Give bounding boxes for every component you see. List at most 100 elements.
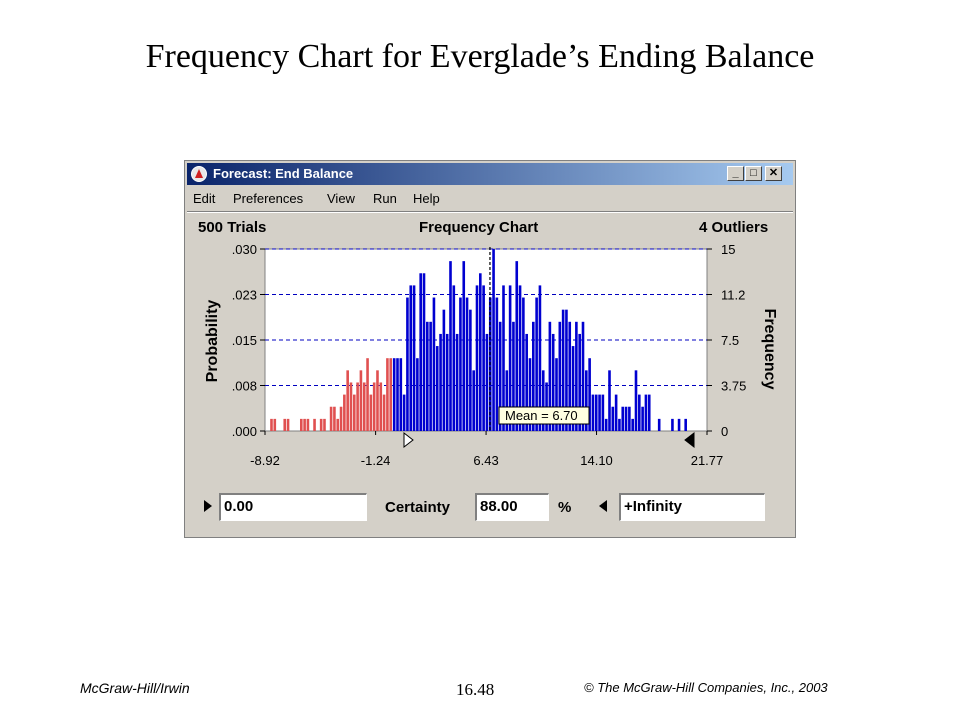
histogram-bar-excluded — [372, 382, 376, 431]
histogram-bar — [638, 394, 641, 431]
x-tick-label: 14.10 — [580, 453, 613, 468]
histogram-bar — [558, 321, 562, 431]
y2-tick-label: 11.2 — [721, 288, 745, 303]
histogram-bar — [614, 394, 618, 431]
histogram-bar — [631, 418, 634, 431]
histogram-bar — [594, 394, 598, 431]
histogram-bar-excluded — [379, 382, 383, 431]
frequency-chart: .000 .008 .015 .023 .030 0 3.75 7.5 11.2 15 -8.92 -… — [204, 242, 778, 468]
histogram-bar — [429, 321, 432, 431]
y2-tick-label: 15 — [721, 242, 735, 257]
menu-divider — [187, 211, 793, 213]
histogram-bar-excluded — [286, 418, 290, 431]
histogram-bar-excluded — [356, 382, 359, 431]
histogram-bar — [422, 273, 426, 431]
histogram-bar — [535, 297, 538, 431]
mean-label-box: Mean = 6.70 — [498, 406, 590, 425]
window-titlebar[interactable]: Forecast: End Balance _ □ ✕ — [187, 163, 793, 185]
lower-bound-arrow-icon[interactable] — [204, 500, 212, 512]
histogram-bar — [601, 394, 605, 431]
histogram-bar-excluded — [339, 406, 343, 431]
histogram-bar — [581, 321, 585, 431]
histogram-bar — [641, 406, 644, 431]
histogram-bar — [618, 418, 621, 431]
histogram-bar — [475, 285, 479, 431]
y2-tick-label: 0 — [721, 424, 728, 439]
histogram-bar-excluded — [270, 418, 273, 431]
histogram-bar — [585, 370, 588, 431]
histogram-bar — [608, 370, 611, 431]
histogram-bar-excluded — [303, 418, 306, 431]
histogram-bar — [532, 321, 535, 431]
minimize-button[interactable]: _ — [727, 166, 744, 181]
lower-certainty-grabber[interactable] — [403, 431, 414, 449]
histogram-bar-excluded — [313, 418, 316, 431]
histogram-bar — [416, 358, 419, 431]
histogram-bar — [628, 406, 631, 431]
histogram-bar — [439, 333, 442, 431]
menu-help[interactable]: Help — [413, 191, 440, 206]
histogram-bar — [644, 394, 648, 431]
histogram-bar — [684, 418, 687, 431]
upper-bound-input[interactable]: +Infinity — [619, 493, 765, 521]
y-tick-label: .030 — [232, 242, 257, 257]
y2-tick-label: 7.5 — [721, 333, 739, 348]
histogram-bar — [677, 418, 681, 431]
histogram-bar — [568, 321, 572, 431]
upper-bound-arrow-icon[interactable] — [599, 500, 607, 512]
histogram-bar — [449, 261, 452, 431]
menu-preferences[interactable]: Preferences — [233, 191, 304, 206]
x-tick-label: 6.43 — [473, 453, 498, 468]
histogram-bar — [399, 358, 403, 431]
histogram-bar — [485, 333, 489, 431]
histogram-bar — [647, 394, 651, 431]
menu-run[interactable]: Run — [373, 191, 397, 206]
histogram-bar-excluded — [352, 394, 356, 431]
histogram-bar — [598, 394, 601, 431]
histogram-bar — [502, 285, 505, 431]
menubar: Edit Preferences View Run Help — [187, 187, 793, 209]
histogram-bar-excluded — [329, 406, 333, 431]
histogram-bar — [548, 321, 552, 431]
histogram-bar — [578, 333, 581, 431]
histogram-bar — [402, 394, 406, 431]
histogram-bar — [492, 249, 495, 431]
percent-label: % — [558, 499, 572, 516]
histogram-bar — [482, 285, 485, 431]
histogram-bar-excluded — [366, 358, 369, 431]
menu-view[interactable]: View — [327, 191, 355, 206]
x-tick-label: 21.77 — [691, 453, 724, 468]
upper-certainty-grabber[interactable] — [684, 431, 695, 449]
histogram-bar — [442, 309, 446, 431]
chart-title: Frequency Chart — [419, 219, 539, 236]
lower-bound-input[interactable]: 0.00 — [219, 493, 367, 521]
histogram-bar-excluded — [376, 370, 379, 431]
certainty-input[interactable]: 88.00 — [475, 493, 549, 521]
histogram-bar — [515, 261, 519, 431]
y-tick-label: .000 — [232, 424, 257, 439]
maximize-button[interactable]: □ — [745, 166, 762, 181]
menu-edit[interactable]: Edit — [193, 191, 216, 206]
histogram-bar-excluded — [349, 382, 353, 431]
y-tick-label: .023 — [232, 288, 257, 303]
histogram-bar — [426, 321, 429, 431]
slide-title: Frequency Chart for Everglade’s Ending B… — [145, 38, 815, 75]
close-button[interactable]: ✕ — [765, 166, 782, 181]
histogram-bar — [452, 285, 456, 431]
histogram-bar — [541, 370, 545, 431]
histogram-bar — [624, 406, 628, 431]
histogram-bar-excluded — [362, 382, 366, 431]
histogram-bar-excluded — [323, 418, 326, 431]
y2-tick-label: 3.75 — [721, 379, 746, 394]
histogram-bar — [538, 285, 542, 431]
footer-copyright: © The McGraw-Hill Companies, Inc., 2003 — [584, 680, 828, 695]
histogram-bar — [604, 418, 608, 431]
histogram-bar — [508, 285, 512, 431]
histogram-bar-excluded — [389, 358, 393, 431]
crystal-ball-app-icon[interactable] — [191, 166, 207, 182]
histogram-bar — [445, 333, 449, 431]
histogram-bar — [406, 297, 409, 431]
y-tick-label: .008 — [232, 379, 257, 394]
histogram-bar — [575, 321, 578, 431]
histogram-bar — [588, 358, 591, 431]
